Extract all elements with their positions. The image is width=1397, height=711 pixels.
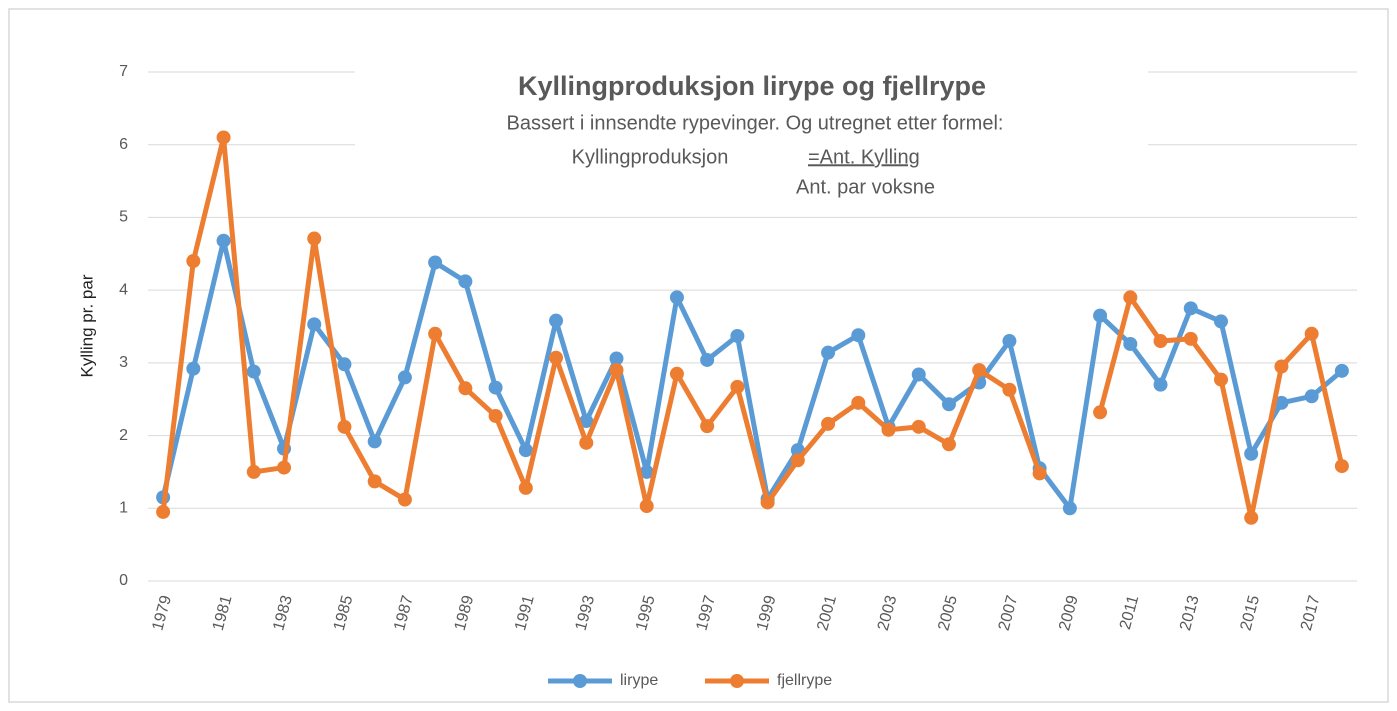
y-tick-label: 2 [119, 427, 128, 444]
point [428, 326, 443, 341]
point [851, 395, 866, 410]
point [941, 437, 956, 452]
y-tick-label: 3 [119, 354, 128, 371]
point [1002, 334, 1017, 349]
point [700, 419, 715, 434]
point [518, 480, 533, 495]
point [1062, 501, 1077, 516]
point [639, 499, 654, 514]
point [277, 460, 292, 475]
point [1093, 405, 1108, 420]
formula-label: Kyllingproduksjon [572, 146, 729, 168]
y-tick-label: 0 [119, 572, 128, 589]
point [1183, 331, 1198, 346]
point [246, 364, 261, 379]
point [972, 363, 987, 378]
point [730, 328, 745, 343]
point [881, 422, 896, 437]
point [1244, 510, 1259, 525]
point [186, 254, 201, 269]
point [609, 351, 624, 366]
point [186, 361, 201, 376]
point [307, 231, 322, 246]
point [821, 345, 836, 360]
point [337, 357, 352, 372]
point [1304, 326, 1319, 341]
point [549, 350, 564, 365]
chart-title: Kyllingproduksjon lirype og fjellrype [518, 71, 986, 101]
formula-denominator: Ant. par voksne [796, 176, 935, 198]
point [730, 379, 745, 394]
point [1304, 389, 1319, 404]
point [549, 313, 564, 328]
point [1123, 336, 1138, 351]
point [941, 397, 956, 412]
y-tick-label: 4 [119, 281, 128, 298]
point [1274, 359, 1289, 374]
legend-marker [573, 674, 587, 688]
point [367, 474, 382, 489]
y-tick-label: 1 [119, 500, 128, 517]
point [307, 317, 322, 332]
y-tick-label: 7 [119, 63, 128, 80]
point [246, 464, 261, 479]
point [458, 274, 473, 289]
point [1274, 395, 1289, 410]
point [367, 434, 382, 449]
point [851, 328, 866, 343]
point [579, 414, 594, 429]
point [216, 130, 231, 145]
point [911, 419, 926, 434]
point [1153, 334, 1168, 349]
point [790, 453, 805, 468]
point [337, 419, 352, 434]
point [1183, 301, 1198, 316]
point [1334, 363, 1349, 378]
point [1334, 459, 1349, 474]
legend-marker [730, 674, 744, 688]
point [1213, 314, 1228, 329]
y-tick-label: 6 [119, 136, 128, 153]
point [1213, 372, 1228, 387]
point [579, 435, 594, 450]
point [669, 290, 684, 305]
point [156, 504, 171, 519]
point [397, 492, 412, 507]
point [609, 363, 624, 378]
point [1123, 290, 1138, 305]
point [1032, 466, 1047, 481]
point [216, 233, 231, 248]
point [669, 366, 684, 381]
point [639, 464, 654, 479]
point [760, 495, 775, 510]
point [1153, 377, 1168, 392]
point [458, 381, 473, 396]
y-axis-label: Kylling pr. par [77, 274, 96, 377]
point [428, 255, 443, 270]
point [1093, 308, 1108, 323]
formula-numerator: =Ant. Kylling [808, 146, 920, 168]
grid [148, 71, 1357, 582]
point [1002, 382, 1017, 397]
point [488, 380, 503, 395]
point [397, 370, 412, 385]
series-line [160, 238, 1344, 511]
point [700, 352, 715, 367]
title-box [355, 62, 1148, 214]
legend-label: lirype [620, 672, 658, 689]
point [821, 416, 836, 431]
point [911, 367, 926, 382]
legend-label: fjellrype [777, 672, 832, 689]
subtitle: Bassert i innsendte rypevinger. Og utreg… [507, 112, 1004, 134]
point [488, 408, 503, 423]
y-tick-label: 5 [119, 209, 128, 226]
point [518, 443, 533, 458]
point [1244, 446, 1259, 461]
